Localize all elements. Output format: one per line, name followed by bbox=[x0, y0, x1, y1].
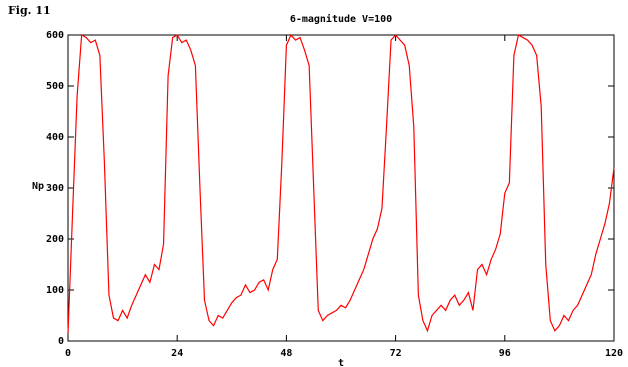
y-tick-label: 400 bbox=[46, 132, 64, 143]
y-axis-label: Np bbox=[32, 181, 44, 192]
x-tick-label: 96 bbox=[499, 348, 511, 359]
y-tick-label: 500 bbox=[46, 81, 64, 92]
figure-label: Fig. 11 bbox=[8, 4, 51, 17]
y-tick-label: 0 bbox=[58, 336, 64, 347]
chart-title: 6-magnitude V=100 bbox=[290, 13, 392, 25]
x-axis-label: t bbox=[338, 358, 344, 367]
y-tick-label: 200 bbox=[46, 234, 64, 245]
y-tick-label: 300 bbox=[46, 183, 64, 194]
plot-frame bbox=[67, 34, 615, 342]
y-tick-label: 100 bbox=[46, 285, 64, 296]
x-tick-label: 72 bbox=[390, 348, 402, 359]
x-tick-label: 24 bbox=[171, 348, 183, 359]
data-line bbox=[67, 33, 615, 334]
x-tick-label: 0 bbox=[65, 348, 71, 359]
x-tick-label: 120 bbox=[605, 348, 623, 359]
x-tick-label: 48 bbox=[280, 348, 292, 359]
y-tick-label: 600 bbox=[46, 30, 64, 41]
